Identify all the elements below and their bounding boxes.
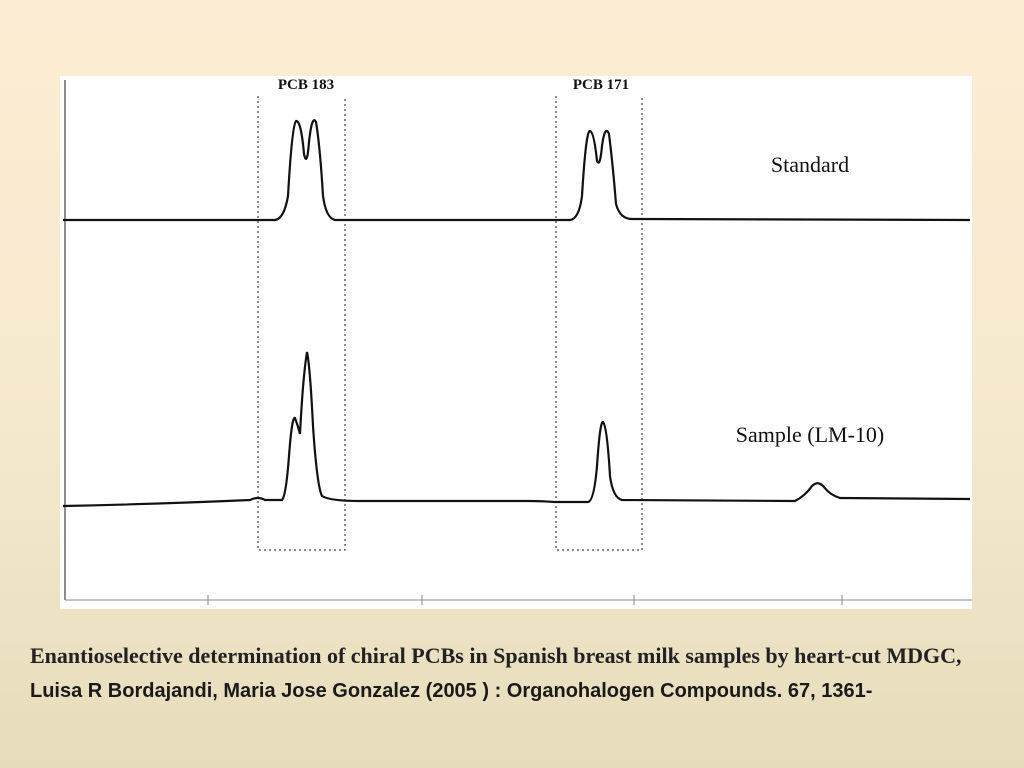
sample-trace (62, 351, 971, 508)
caption-citation: Luisa R Bordajandi, Maria Jose Gonzalez … (30, 680, 873, 702)
axis-ticks (207, 595, 843, 605)
chromatogram-figure: PCB 183 PCB 171 Standard Sample (LM-10) (60, 76, 972, 609)
standard-trace (63, 119, 971, 222)
peak-label: PCB 183 (278, 77, 334, 93)
figure-background (60, 76, 972, 609)
trace-label: Standard (771, 152, 849, 177)
heart-cut-windows (257, 96, 643, 551)
caption-title: Enantioselective determination of chiral… (30, 643, 962, 668)
caption: Enantioselective determination of chiral… (30, 640, 980, 709)
trace-label: Sample (LM-10) (736, 422, 884, 447)
peak-label: PCB 171 (573, 77, 629, 93)
